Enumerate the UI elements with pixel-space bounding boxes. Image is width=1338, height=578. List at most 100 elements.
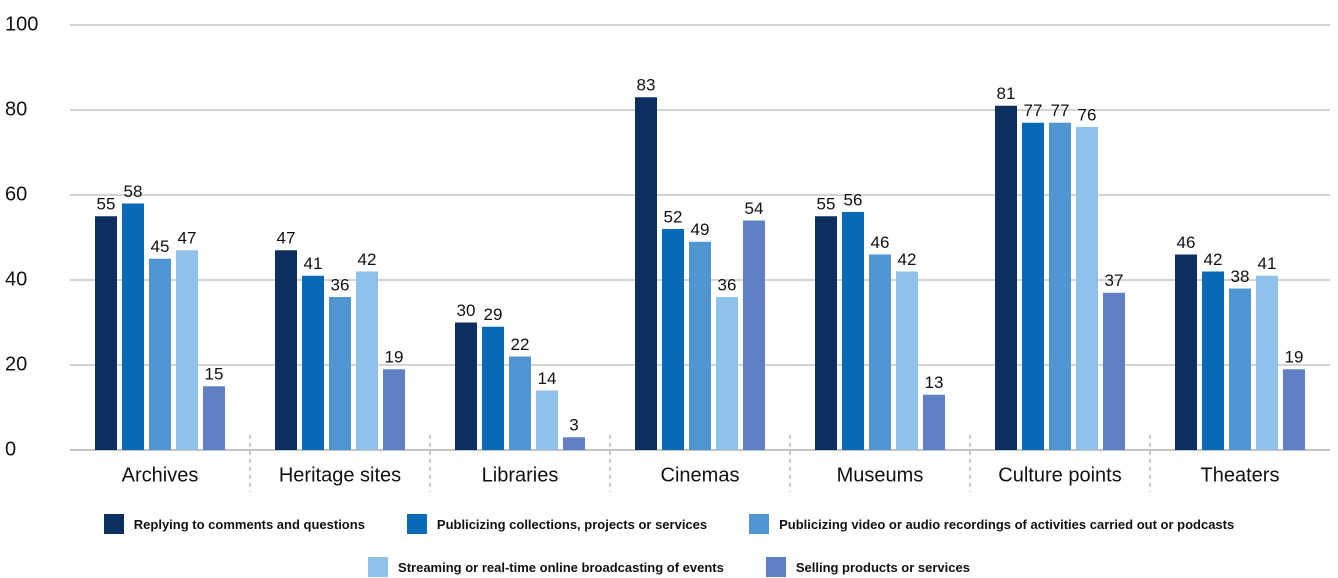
x-tick-label: Libraries <box>482 464 559 486</box>
bar <box>635 97 657 450</box>
legend: Replying to comments and questions Public… <box>0 514 1338 534</box>
value-label: 77 <box>1024 101 1043 120</box>
bar <box>1076 127 1098 450</box>
y-tick-label: 80 <box>5 98 27 120</box>
bar <box>275 250 297 450</box>
bar <box>1229 288 1251 450</box>
legend-swatch <box>749 514 770 534</box>
legend-label: Selling products or services <box>795 559 970 575</box>
legend-label: Replying to comments and questions <box>133 516 365 532</box>
legend-swatch <box>406 514 427 534</box>
value-label: 19 <box>1285 348 1304 367</box>
value-label: 22 <box>511 335 530 354</box>
value-label: 76 <box>1078 105 1097 124</box>
legend-item: Publicizing video or audio recordings of… <box>749 514 1234 534</box>
value-label: 36 <box>718 275 737 294</box>
bar <box>383 369 405 450</box>
x-tick-label: Archives <box>122 464 199 486</box>
bar <box>1103 292 1125 450</box>
legend-label: Publicizing collections, projects or ser… <box>436 516 708 532</box>
value-label: 42 <box>898 250 917 269</box>
legend-item: Selling products or services <box>765 557 970 577</box>
value-label: 3 <box>569 416 578 435</box>
bar <box>122 203 144 450</box>
legend-label: Publicizing video or audio recordings of… <box>779 516 1235 532</box>
x-tick-label: Culture points <box>998 464 1121 486</box>
value-label: 41 <box>304 254 323 273</box>
bar <box>482 326 504 450</box>
bar <box>329 297 351 450</box>
chart: 0 20 40 60 80 100 Archives 55 58 45 47 15 Heritage s… <box>5 13 1330 492</box>
value-label: 81 <box>997 84 1016 103</box>
value-label: 19 <box>385 348 404 367</box>
value-label: 14 <box>538 369 557 388</box>
bar <box>716 297 738 450</box>
value-label: 47 <box>178 229 197 248</box>
y-tick-label: 100 <box>5 13 38 35</box>
y-tick-label: 20 <box>5 353 27 375</box>
value-label: 46 <box>871 233 890 252</box>
legend-swatch <box>368 557 389 577</box>
legend-item: Replying to comments and questions <box>103 514 365 534</box>
value-label: 47 <box>277 229 296 248</box>
legend-item: Publicizing collections, projects or ser… <box>406 514 708 534</box>
value-label: 13 <box>925 373 944 392</box>
bar <box>536 390 558 450</box>
bar <box>95 216 117 450</box>
value-label: 15 <box>205 365 224 384</box>
value-label: 52 <box>664 207 683 226</box>
bar <box>356 271 378 450</box>
bar <box>1256 275 1278 450</box>
value-label: 29 <box>484 305 503 324</box>
bar <box>203 386 225 450</box>
bar <box>815 216 837 450</box>
y-tick-label: 0 <box>5 438 16 460</box>
legend-swatch <box>103 514 124 534</box>
bar <box>176 250 198 450</box>
value-label: 42 <box>358 250 377 269</box>
value-label: 54 <box>745 199 764 218</box>
legend: Streaming or real-time online broadcasti… <box>0 557 1338 577</box>
bar <box>662 229 684 450</box>
bar <box>563 437 585 450</box>
x-tick-label: Heritage sites <box>279 464 401 486</box>
value-label: 55 <box>817 195 836 214</box>
y-tick-label: 60 <box>5 183 27 205</box>
value-label: 55 <box>97 195 116 214</box>
bar <box>302 275 324 450</box>
value-label: 42 <box>1204 250 1223 269</box>
bar <box>149 258 171 450</box>
value-label: 30 <box>457 301 476 320</box>
x-tick-label: Cinemas <box>661 464 740 486</box>
value-label: 37 <box>1105 271 1124 290</box>
x-tick-label: Theaters <box>1201 464 1280 486</box>
bar <box>689 241 711 450</box>
bar <box>743 220 765 450</box>
bar <box>842 212 864 450</box>
bar <box>923 394 945 450</box>
value-label: 77 <box>1051 101 1070 120</box>
legend-item: Streaming or real-time online broadcasti… <box>368 557 724 577</box>
y-tick-label: 40 <box>5 268 27 290</box>
value-label: 45 <box>151 237 170 256</box>
value-label: 56 <box>844 190 863 209</box>
legend-label: Streaming or real-time online broadcasti… <box>398 559 724 575</box>
bar <box>1175 254 1197 450</box>
bar <box>1202 271 1224 450</box>
bar <box>1049 122 1071 450</box>
bar <box>455 322 477 450</box>
x-tick-label: Museums <box>837 464 924 486</box>
legend-swatch <box>765 557 786 577</box>
value-label: 41 <box>1258 254 1277 273</box>
value-label: 58 <box>124 182 143 201</box>
bar <box>995 105 1017 450</box>
value-label: 83 <box>637 76 656 95</box>
value-label: 49 <box>691 220 710 239</box>
bar <box>509 356 531 450</box>
bar <box>869 254 891 450</box>
value-label: 46 <box>1177 233 1196 252</box>
bar <box>896 271 918 450</box>
value-label: 38 <box>1231 267 1250 286</box>
value-label: 36 <box>331 275 350 294</box>
